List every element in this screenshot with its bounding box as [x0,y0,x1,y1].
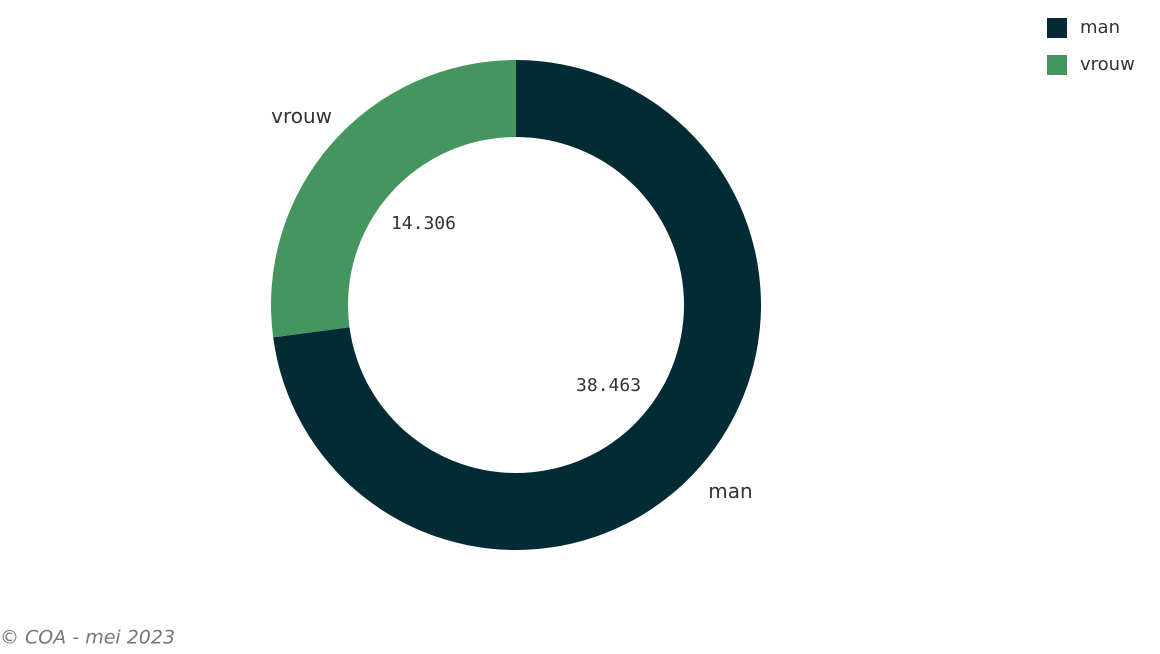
donut-slice [273,60,762,550]
category-label: vrouw [271,104,332,128]
value-label: 38.463 [576,375,641,396]
category-label: man [708,479,752,503]
legend-swatch [1047,55,1067,75]
footnote: © COA - mei 2023 [0,627,175,649]
legend-swatch [1047,18,1067,38]
value-label: 14.306 [391,213,456,234]
donut-slice [271,60,516,338]
legend-label: vrouw [1080,54,1135,75]
legend-label: man [1080,17,1120,38]
